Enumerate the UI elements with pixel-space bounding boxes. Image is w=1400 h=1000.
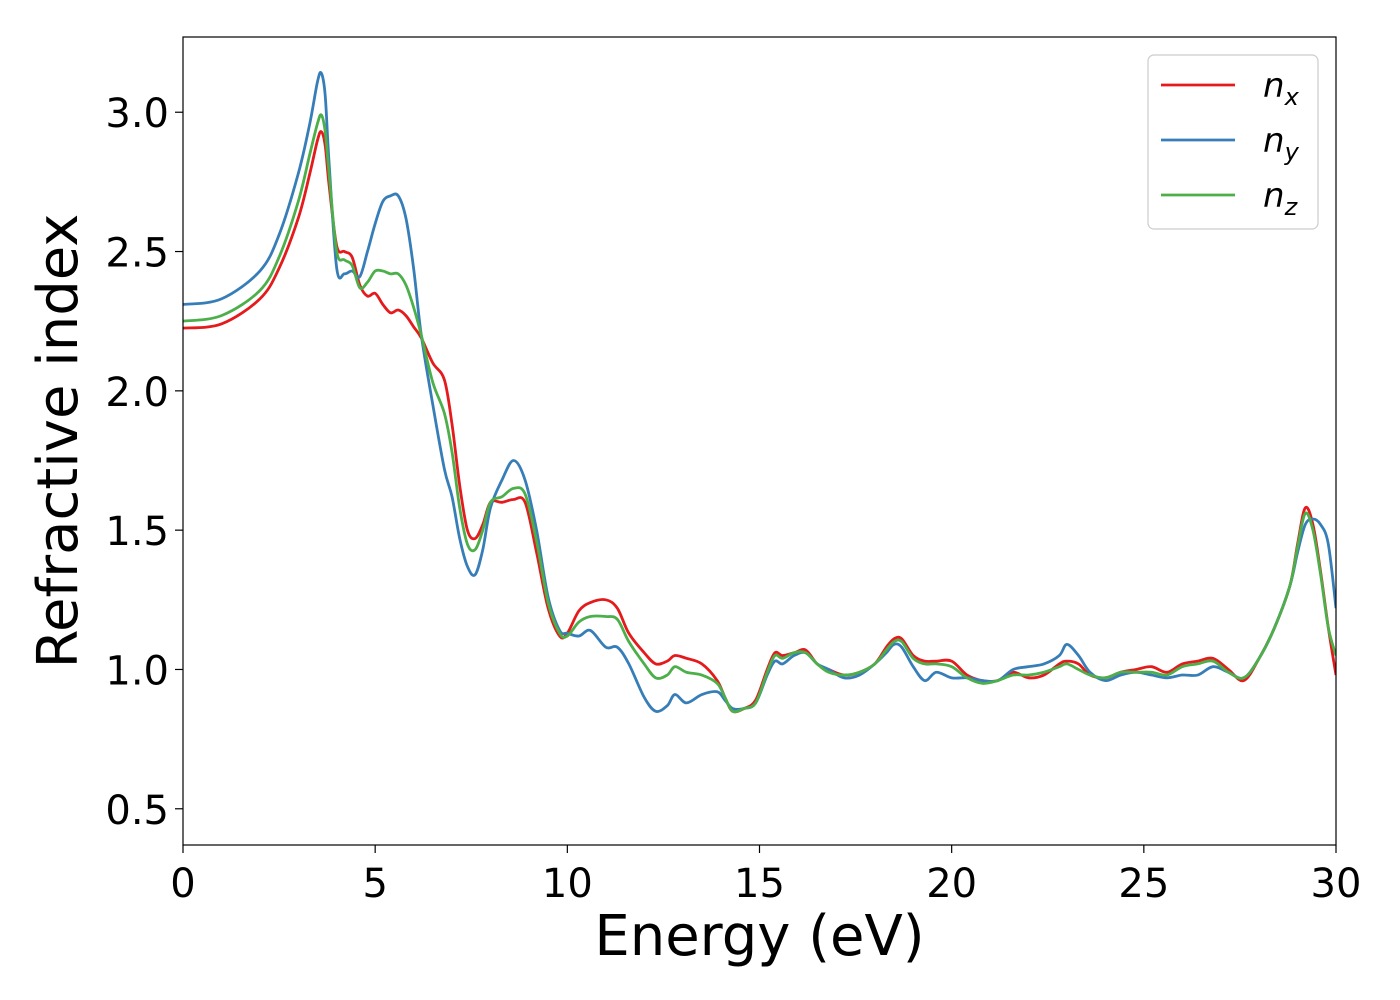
x-tick-label: 10	[542, 861, 593, 907]
series-lines	[183, 70, 1336, 714]
x-tick-label: 0	[170, 861, 195, 907]
x-axis: 0 5 10 15 20 25 30	[170, 845, 1361, 907]
legend-label-base: n	[1263, 121, 1285, 161]
y-tick-label: 1.5	[105, 509, 169, 555]
series-line-n_z	[183, 113, 1336, 714]
x-tick-label: 20	[926, 861, 977, 907]
x-axis-label: Energy (eV)	[594, 904, 924, 969]
y-axis-label: Refractive index	[26, 214, 91, 669]
x-tick-label: 30	[1311, 861, 1362, 907]
y-tick-label: 0.5	[105, 788, 169, 834]
legend-label-n_y: ny	[1263, 121, 1300, 166]
legend-label-n_z: nz	[1263, 176, 1299, 221]
y-tick-label: 2.5	[105, 231, 169, 277]
y-tick-label: 2.0	[105, 370, 169, 416]
y-tick-label: 1.0	[105, 648, 169, 694]
legend-label-base: n	[1263, 176, 1285, 216]
legend-label-subscript: z	[1284, 193, 1299, 221]
legend-label-subscript: y	[1284, 138, 1300, 166]
x-tick-label: 5	[362, 861, 387, 907]
legend-label-base: n	[1263, 66, 1285, 106]
x-tick-label: 25	[1118, 861, 1169, 907]
legend-box	[1147, 54, 1319, 230]
y-axis: 0.5 1.0 1.5 2.0 2.5 3.0	[105, 91, 183, 834]
legend-label-n_x: nx	[1263, 66, 1300, 111]
y-tick-label: 3.0	[105, 91, 169, 137]
legend-label-subscript: x	[1284, 83, 1300, 111]
x-tick-label: 15	[734, 861, 785, 907]
